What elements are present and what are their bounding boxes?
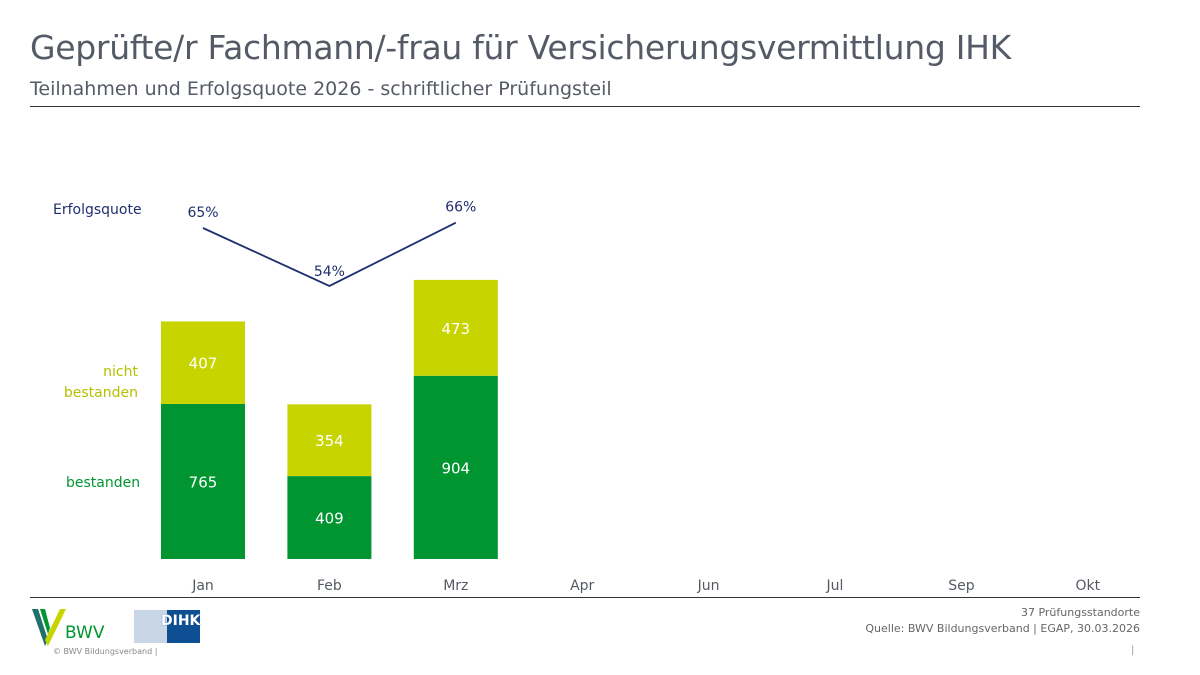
bar-value-label: 765 xyxy=(189,473,218,491)
bar-value-label: 409 xyxy=(315,510,344,528)
legend-erfolgsquote: Erfolgsquote xyxy=(53,202,142,218)
x-tick-label: Apr xyxy=(570,578,594,594)
legend-nicht-bestanden-line2: bestanden xyxy=(63,385,138,401)
line-value-label: 66% xyxy=(445,200,476,216)
erfolgsquote-line xyxy=(202,221,457,287)
bar-nicht-bestanden xyxy=(287,404,372,477)
line-value-label: 65% xyxy=(187,205,218,221)
bar-value-label: 354 xyxy=(315,432,344,450)
bwv-v-icon xyxy=(32,609,66,646)
page-subtitle: Teilnahmen und Erfolgsquote 2026 - schri… xyxy=(30,78,612,100)
legend-bestanden: bestanden xyxy=(66,475,141,491)
axis-divider xyxy=(30,597,1140,598)
x-tick-label: Sep xyxy=(948,578,975,594)
bar-bestanden xyxy=(287,476,372,559)
x-tick-label: Jan xyxy=(191,578,214,594)
dihk-logo-text: DIHK xyxy=(161,613,201,629)
standorte-note: 37 Prüfungsstandorte xyxy=(1020,606,1140,619)
bar-bestanden xyxy=(413,375,498,559)
page-title: Geprüfte/r Fachmann/-frau für Versicheru… xyxy=(30,28,1011,67)
copyright: © BWV Bildungsverband | xyxy=(53,647,158,656)
legend-nicht-bestanden-line1: nicht xyxy=(103,364,138,380)
x-tick-label: Jul xyxy=(826,578,844,594)
bar-value-label: 904 xyxy=(441,459,470,477)
x-tick-label: Feb xyxy=(317,578,342,594)
bar-value-label: 407 xyxy=(189,355,218,373)
page-marker: | xyxy=(1131,645,1135,656)
source-note: Quelle: BWV Bildungsverband | EGAP, 30.0… xyxy=(865,622,1140,635)
bar-bestanden xyxy=(161,403,245,559)
dihk-logo: DIHK xyxy=(134,610,200,643)
bar-nicht-bestanden xyxy=(161,321,245,404)
bwv-logo-text: BWV xyxy=(65,623,105,643)
x-tick-label: Mrz xyxy=(443,578,468,594)
x-tick-label: Jun xyxy=(697,578,720,594)
legend-nicht-bestanden: nicht bestanden xyxy=(64,362,138,404)
line-value-label: 54% xyxy=(314,264,345,280)
bar-value-label: 473 xyxy=(441,320,470,338)
bwv-logo: BWV xyxy=(32,606,105,650)
divider xyxy=(30,106,1140,107)
x-tick-label: Okt xyxy=(1075,578,1100,594)
bar-nicht-bestanden xyxy=(413,279,498,376)
